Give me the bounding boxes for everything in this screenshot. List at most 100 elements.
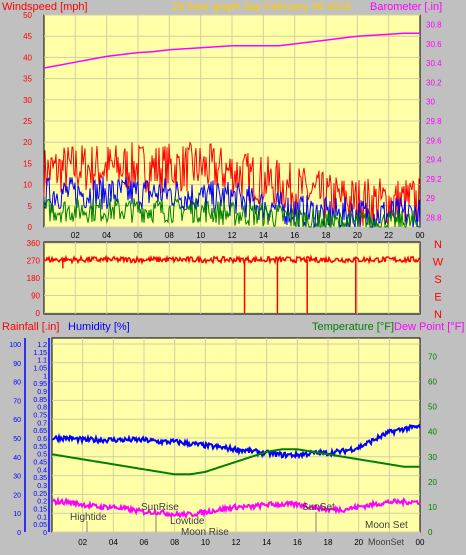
series-dew-line	[51, 496, 421, 519]
series-barometer-line	[43, 32, 420, 69]
wind-tick-label: 45	[23, 32, 32, 41]
barometer-tick-label: 28.8	[426, 213, 442, 222]
wind-y-axis: 0 5 10 15 20 25 30 35 40 45 50	[23, 11, 32, 232]
barometer-tick-label: 29.8	[426, 117, 442, 126]
barometer-tick-label: 30	[426, 98, 435, 107]
wind-tick-label: 35	[23, 75, 32, 84]
temperature-tick-label: 60	[428, 378, 437, 387]
x-tick-label: 20	[354, 538, 363, 547]
x-tick-label: 12	[228, 231, 237, 240]
direction-tick-label: 360	[27, 239, 41, 248]
humidity-tick-label: 90	[13, 361, 21, 368]
direction-tick-label: 90	[31, 292, 40, 301]
humidity-tick-label: 40	[13, 455, 21, 462]
rain-tick-label: 0.7	[37, 420, 47, 427]
dewpoint-axis-label: Dew Point [°F]	[394, 321, 464, 333]
wind-tick-label: 40	[23, 53, 32, 62]
lower-x-axis: 02 04 06 08 10 12 14 16 18 20 00	[78, 538, 425, 547]
direction-tick-label: 270	[27, 257, 41, 266]
temperature-tick-label: 70	[428, 353, 437, 362]
rain-tick-label: 0	[43, 530, 47, 537]
lowtide-label: Lowtide	[170, 516, 205, 527]
barometer-y-axis: 28.8 29 29.2 29.4 29.6 29.8 30 30.2 30.4 30.6 30.8	[426, 21, 442, 223]
x-tick-label: 16	[293, 538, 302, 547]
compass-label: N	[434, 309, 442, 321]
rain-tick-label: 0.25	[33, 491, 47, 498]
rain-tick-label: 0.45	[33, 460, 47, 467]
temperature-tick-label: 50	[428, 403, 437, 412]
moonset-label: Moon Set	[365, 520, 408, 531]
hightide-label: Hightide	[70, 512, 107, 523]
x-tick-label: 10	[196, 231, 205, 240]
compass-label: S	[434, 274, 441, 286]
rain-tick-label: 0.3	[37, 483, 47, 490]
rain-tick-label: 1.1	[37, 358, 47, 365]
wind-tick-label: 0	[28, 223, 33, 232]
rain-tick-label: 0.95	[33, 381, 47, 388]
rain-tick-label: 0.05	[33, 522, 47, 529]
temperature-tick-label: 0	[428, 528, 433, 537]
compass-label: W	[433, 257, 444, 269]
direction-tick-label: 180	[27, 274, 41, 283]
rain-tick-label: 0.55	[33, 444, 47, 451]
moonset-axis-label: MoonSet	[368, 537, 405, 547]
wind-tick-label: 50	[23, 11, 32, 20]
wind-series	[43, 32, 421, 229]
rain-tick-label: 1.05	[33, 366, 47, 373]
chart-title: 24 hour graph day February 09 2019	[172, 1, 351, 13]
barometer-tick-label: 30.4	[426, 59, 442, 68]
humidity-tick-label: 100	[9, 342, 21, 349]
x-tick-label: 06	[140, 538, 149, 547]
humidity-tick-label: 20	[13, 492, 21, 499]
wind-tick-label: 25	[23, 117, 32, 126]
barometer-tick-label: 30.6	[426, 40, 442, 49]
series-temperature-line	[51, 448, 420, 476]
x-tick-label: 22	[384, 231, 393, 240]
direction-series	[43, 254, 421, 313]
barometer-tick-label: 29.2	[426, 175, 442, 184]
barometer-tick-label: 29.6	[426, 136, 442, 145]
rain-tick-label: 0.1	[37, 514, 47, 521]
x-tick-label: 04	[109, 538, 118, 547]
lower-series	[51, 424, 421, 519]
rain-tick-label: 0.35	[33, 475, 47, 482]
humidity-tick-label: 10	[13, 511, 21, 518]
compass-label: N	[434, 239, 442, 251]
x-tick-label: 04	[102, 231, 111, 240]
event-markers: Hightide SunRise Lowtide Moon Rise SunSe…	[70, 502, 408, 538]
direction-line	[43, 254, 421, 266]
barometer-tick-label: 29	[426, 194, 435, 203]
x-tick-label: 00	[416, 538, 425, 547]
x-tick-label: 12	[232, 538, 241, 547]
x-tick-label: 14	[259, 231, 268, 240]
x-tick-label: 14	[262, 538, 271, 547]
wind-tick-label: 10	[23, 181, 32, 190]
rain-tick-label: 1.2	[37, 342, 47, 349]
sunrise-label: SunRise	[141, 502, 179, 513]
x-tick-label: 06	[134, 231, 143, 240]
humidity-tick-label: 60	[13, 417, 21, 424]
rain-tick-label: 1.15	[33, 350, 47, 357]
rain-tick-label: 0.6	[37, 436, 47, 443]
wind-axis-label: Windspeed [mph]	[2, 1, 88, 13]
x-tick-label: 16	[290, 231, 299, 240]
moonrise-label: Moon Rise	[181, 527, 229, 538]
rain-tick-label: 0.75	[33, 413, 47, 420]
humidity-tick-label: 30	[13, 474, 21, 481]
barometer-axis-label: Barometer [.in]	[370, 1, 442, 13]
barometer-tick-label: 30.8	[426, 21, 442, 30]
temperature-axis-label: Temperature [°F]	[312, 321, 394, 333]
rain-tick-label: 0.4	[37, 467, 47, 474]
wind-tick-label: 20	[23, 138, 32, 147]
rain-tick-label: 0.15	[33, 507, 47, 514]
rain-tick-label: 0.65	[33, 428, 47, 435]
rain-humidity-y-axis: 010203040506070809010000.050.10.150.20.2…	[9, 338, 50, 537]
wind-tick-label: 30	[23, 96, 32, 105]
wind-tick-label: 5	[28, 202, 33, 211]
rain-tick-label: 1	[43, 373, 47, 380]
temperature-y-axis: 0 10 20 30 40 50 60 70	[428, 353, 437, 537]
x-tick-label: 18	[324, 538, 333, 547]
humidity-tick-label: 70	[13, 398, 21, 405]
